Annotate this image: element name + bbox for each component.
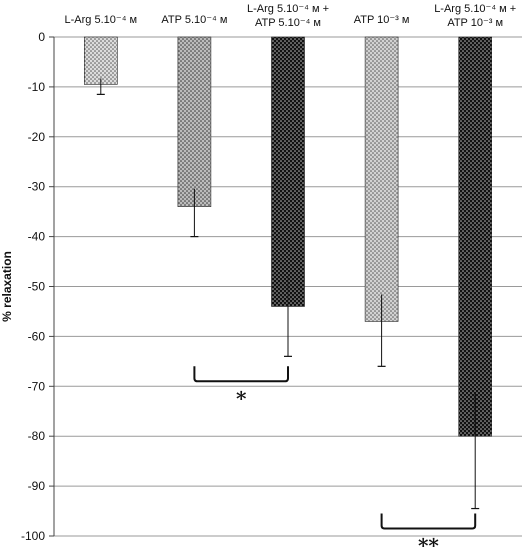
error-bars [96, 78, 480, 510]
category-label: ATP 10⁻³ м [447, 17, 503, 29]
y-tick-label: -60 [28, 329, 46, 343]
category-label: L-Arg 5.10⁻⁴ м + [434, 3, 516, 15]
bar [84, 36, 118, 85]
y-tick-label: -30 [28, 180, 46, 194]
y-tick-label: 0 [38, 30, 45, 44]
labels: 0 -10 -20 -30 -40 -50 -60 -70 -80 -90 -100 % relaxa… [0, 3, 516, 543]
bar [364, 36, 399, 322]
bar [271, 36, 305, 307]
y-tick-label: -80 [28, 429, 46, 443]
y-tick-label: -20 [28, 130, 46, 144]
bar [458, 36, 493, 437]
category-label: ATP 10⁻³ м [354, 14, 410, 26]
category-label: ATP 5.10⁻⁴ м [255, 17, 321, 29]
y-tick-label: -10 [28, 80, 46, 94]
y-tick-label: -50 [28, 280, 46, 294]
significance-bracket [193, 366, 289, 383]
y-axis-title: % relaxation [0, 251, 14, 322]
bars [84, 36, 493, 437]
significance-brackets: *** [193, 366, 477, 550]
bar [177, 36, 212, 207]
significance-bracket [380, 513, 477, 530]
y-tick-label: -70 [28, 379, 46, 393]
y-tick-label: -40 [28, 230, 46, 244]
y-tick-label: -90 [28, 479, 46, 493]
category-label: L-Arg 5.10⁻⁴ м [65, 14, 138, 26]
category-label: ATP 5.10⁻⁴ м [161, 14, 227, 26]
y-tick-label: -100 [21, 529, 45, 543]
significance-label: * [236, 386, 247, 410]
significance-label: ** [418, 534, 439, 550]
axes [49, 36, 55, 537]
category-label: L-Arg 5.10⁻⁴ м + [247, 3, 329, 15]
